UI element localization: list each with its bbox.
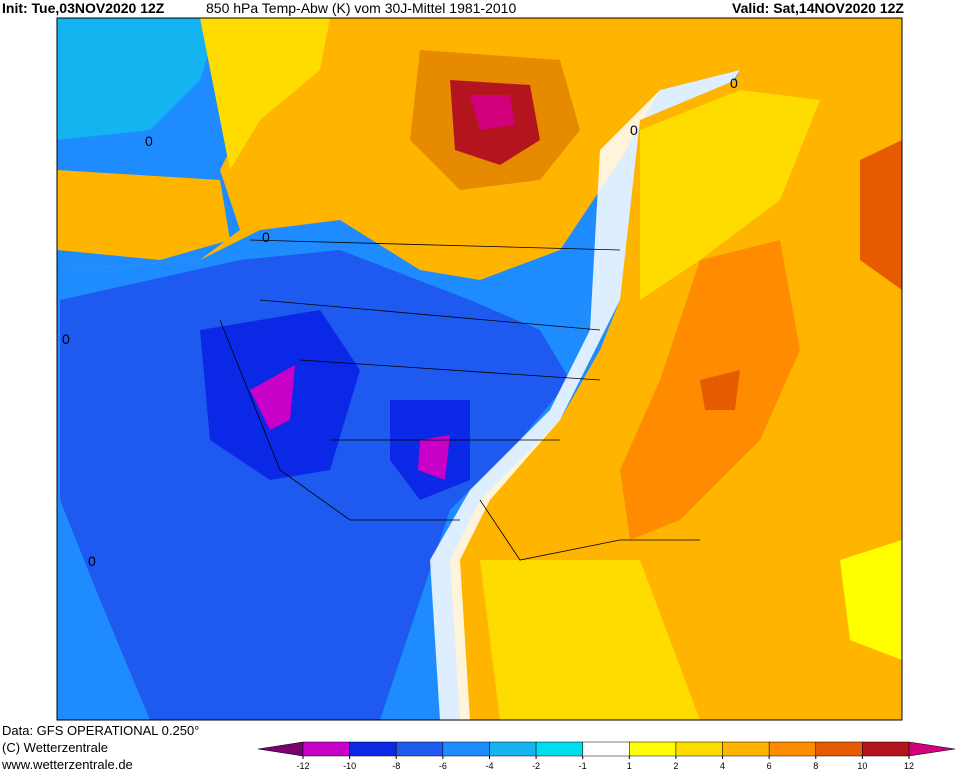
colorbar-tick-label: 10 xyxy=(857,761,867,771)
colorbar-segment xyxy=(768,741,817,757)
colorbar-segment xyxy=(302,741,350,757)
website: www.wetterzentrale.de xyxy=(1,757,133,772)
colorbar-tick-label: -12 xyxy=(296,761,309,771)
contour-label: 0 xyxy=(630,122,638,138)
valid-time: Valid: Sat,14NOV2020 12Z xyxy=(732,0,904,16)
colorbar-tick-label: -6 xyxy=(439,761,447,771)
colorbar-segment xyxy=(349,741,397,757)
map-panel xyxy=(56,17,903,721)
colorbar-tick-label: -1 xyxy=(579,761,587,771)
colorbar-segment xyxy=(675,741,723,757)
colorbar-tick-label: 4 xyxy=(720,761,725,771)
contour-label: 0 xyxy=(88,553,96,569)
colorbar-segment xyxy=(535,741,583,757)
init-time: Init: Tue,03NOV2020 12Z xyxy=(2,0,165,16)
colorbar-segment xyxy=(722,741,770,757)
contour-label: 0 xyxy=(62,331,70,347)
colorbar-segment xyxy=(629,741,677,757)
contour-label: 0 xyxy=(145,133,153,149)
colorbar-segment xyxy=(815,741,863,757)
contour-labels: 0 0 0 0 0 0 xyxy=(62,75,738,569)
data-source: Data: GFS OPERATIONAL 0.250° xyxy=(2,723,199,738)
colorbar-tick-label: 12 xyxy=(904,761,914,771)
colorbar-arrow-low xyxy=(257,741,304,757)
colorbar-segment xyxy=(489,741,537,757)
copyright: (C) Wetterzentrale xyxy=(2,740,108,755)
colorbar-arrow-high xyxy=(908,741,956,757)
colorbar-tick-label: 8 xyxy=(813,761,818,771)
colorbar-segment xyxy=(395,741,444,757)
colorbar-tick-label: -10 xyxy=(343,761,356,771)
colorbar-segment xyxy=(582,741,630,757)
colorbar: -12 -10 -8 -6 -4 -2 -1 1 2 4 6 8 10 12 xyxy=(257,741,956,771)
colorbar-tick-label: 6 xyxy=(767,761,772,771)
colorbar-tick-label: -8 xyxy=(392,761,400,771)
colorbar-tick-label: 2 xyxy=(673,761,678,771)
colorbar-tick-label: 1 xyxy=(627,761,632,771)
contour-label: 0 xyxy=(730,75,738,91)
colorbar-tick-label: -4 xyxy=(485,761,493,771)
colorbar-segment xyxy=(442,741,490,757)
contour-label: 0 xyxy=(262,229,270,245)
colorbar-segment xyxy=(862,741,910,757)
colorbar-tick-label: -2 xyxy=(532,761,540,771)
map-title: 850 hPa Temp-Abw (K) vom 30J-Mittel 1981… xyxy=(206,0,516,16)
